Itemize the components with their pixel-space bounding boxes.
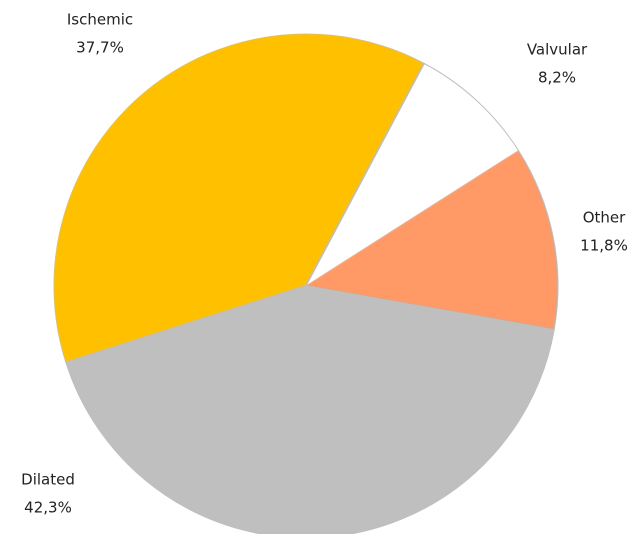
pie-slice [304,149,559,331]
pie-slice [65,285,555,534]
slice-label: Other [583,209,626,227]
pie-slice [304,62,520,288]
slice-label: Ischemic [67,11,133,29]
slice-value-label: 42,3% [24,499,72,517]
slice-value-label: 37,7% [76,39,124,57]
slice-value-label: 8,2% [538,69,576,87]
pie-slice [53,33,425,364]
slice-value-label: 11,8% [580,237,628,255]
slice-label: Valvular [527,41,588,59]
slice-label: Dilated [21,471,75,489]
